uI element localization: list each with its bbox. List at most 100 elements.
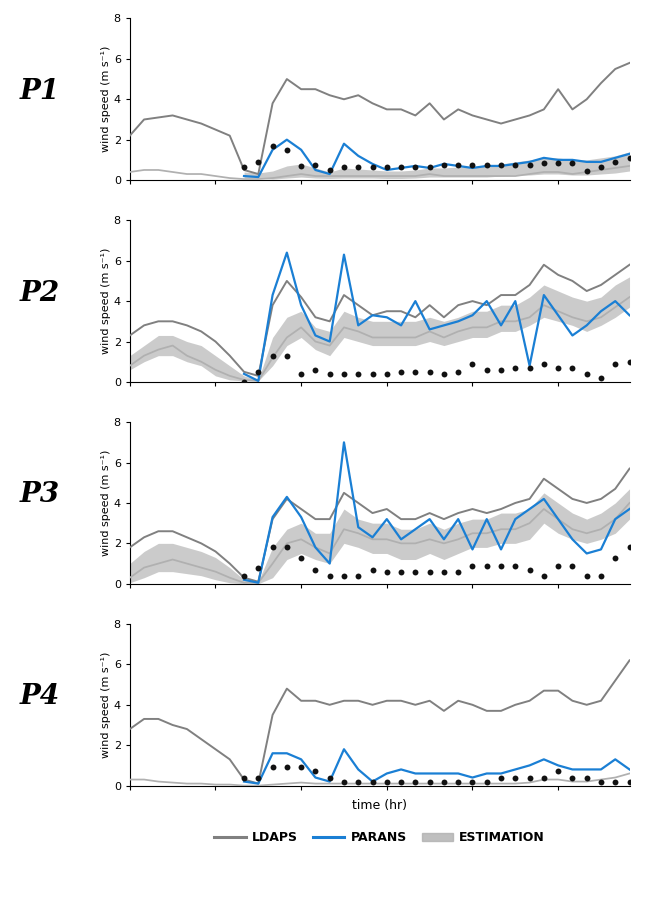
Point [624,151,635,165]
Point [239,568,249,583]
Text: P3: P3 [19,481,60,508]
Point [453,157,463,172]
Point [553,764,563,779]
Point [567,155,578,170]
Point [524,770,535,784]
Point [467,357,478,371]
Point [496,362,506,377]
Point [296,367,306,382]
Point [310,764,321,779]
Point [539,357,549,371]
Point [410,774,421,789]
Point [324,367,335,382]
Point [482,157,492,172]
Point [524,157,535,172]
Point [439,565,449,579]
Point [496,558,506,573]
Point [339,568,349,583]
Y-axis label: wind speed (m s⁻¹): wind speed (m s⁻¹) [101,46,111,152]
Y-axis label: wind speed (m s⁻¹): wind speed (m s⁻¹) [101,651,111,758]
Point [367,367,378,382]
Point [410,565,421,579]
Point [582,367,592,382]
Point [239,374,249,389]
Point [424,364,435,379]
Point [353,367,363,382]
Point [582,770,592,784]
Point [324,163,335,177]
Point [567,558,578,573]
Point [367,562,378,577]
Point [367,774,378,789]
Point [310,362,321,377]
Point [482,558,492,573]
Point [239,160,249,175]
Point [539,770,549,784]
Point [624,540,635,554]
X-axis label: time (hr): time (hr) [352,798,407,812]
Point [553,155,563,170]
Point [410,160,421,175]
Point [624,354,635,369]
Point [382,774,392,789]
Point [553,558,563,573]
Point [253,560,263,575]
Point [367,160,378,175]
Point [396,565,406,579]
Point [596,160,606,175]
Point [282,142,292,157]
Point [382,565,392,579]
Point [267,540,278,554]
Point [596,371,606,385]
Point [610,550,620,565]
Point [253,154,263,169]
Point [582,568,592,583]
Point [567,770,578,784]
Point [496,770,506,784]
Point [539,568,549,583]
Point [396,364,406,379]
Point [439,157,449,172]
Point [424,565,435,579]
Text: P4: P4 [19,683,60,711]
Point [453,565,463,579]
Point [624,774,635,789]
Point [567,360,578,375]
Point [596,568,606,583]
Point [353,774,363,789]
Point [382,367,392,382]
Point [396,774,406,789]
Point [510,360,520,375]
Point [596,774,606,789]
Y-axis label: wind speed (m s⁻¹): wind speed (m s⁻¹) [101,248,111,354]
Point [439,367,449,382]
Point [424,160,435,175]
Point [539,155,549,170]
Point [396,160,406,175]
Point [282,540,292,554]
Point [610,774,620,789]
Point [496,157,506,172]
Point [510,157,520,172]
Point [482,774,492,789]
Text: P1: P1 [19,78,60,104]
Point [510,770,520,784]
Point [282,760,292,775]
Point [296,159,306,174]
Point [424,774,435,789]
Point [267,760,278,775]
Point [282,348,292,363]
Point [524,360,535,375]
Point [296,550,306,565]
Point [467,558,478,573]
Point [310,562,321,577]
Point [482,362,492,377]
Legend: LDAPS, PARANS, ESTIMATION: LDAPS, PARANS, ESTIMATION [210,826,550,849]
Point [467,157,478,172]
Point [239,770,249,784]
Point [267,348,278,363]
Point [339,774,349,789]
Point [610,357,620,371]
Point [324,568,335,583]
Point [267,139,278,153]
